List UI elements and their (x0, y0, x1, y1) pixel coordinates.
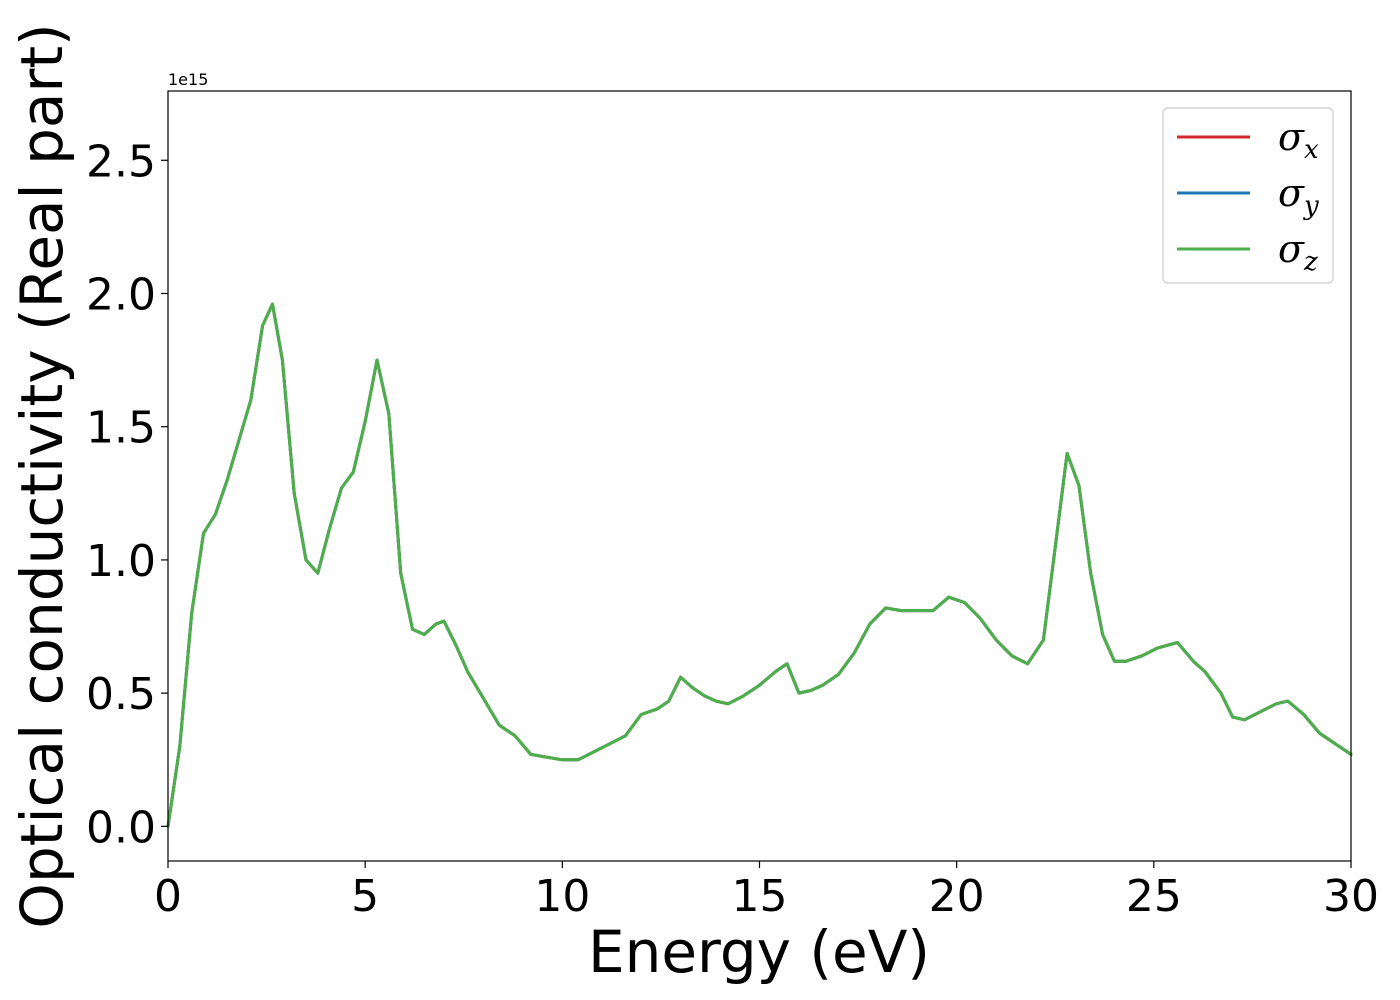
y-axis-title: Optical conductivity (Real part) (8, 23, 76, 928)
y-tick-label: 0.5 (86, 669, 156, 720)
y-tick-label: 2.0 (86, 269, 156, 320)
y-axis-offset-label: 1e15 (168, 70, 208, 89)
y-tick-label: 1.5 (86, 403, 156, 454)
legend-label-z: σz (1278, 227, 1318, 277)
series-line-2 (166, 302, 1353, 828)
y-tick-label: 1.0 (86, 536, 156, 587)
x-tick-label: 15 (732, 871, 788, 922)
y-tick-label: 0.0 (86, 802, 156, 853)
x-tick-label: 0 (154, 871, 182, 922)
x-axis-title: Energy (eV) (588, 918, 930, 986)
x-tick-label: 10 (534, 871, 590, 922)
y-tick-label: 2.5 (86, 136, 156, 187)
x-axis-ticks: 0 5 10 15 20 25 30 (154, 861, 1379, 922)
x-tick-label: 20 (929, 871, 985, 922)
x-tick-label: 30 (1323, 871, 1379, 922)
y-axis-ticks: 0.0 0.5 1.0 1.5 2.0 2.5 (86, 136, 168, 853)
x-tick-label: 25 (1126, 871, 1182, 922)
x-tick-label: 5 (351, 871, 379, 922)
legend-box (1162, 107, 1334, 284)
series-line-1 (166, 302, 1353, 828)
series-layer (166, 302, 1353, 828)
series-line-3 (166, 302, 1353, 828)
